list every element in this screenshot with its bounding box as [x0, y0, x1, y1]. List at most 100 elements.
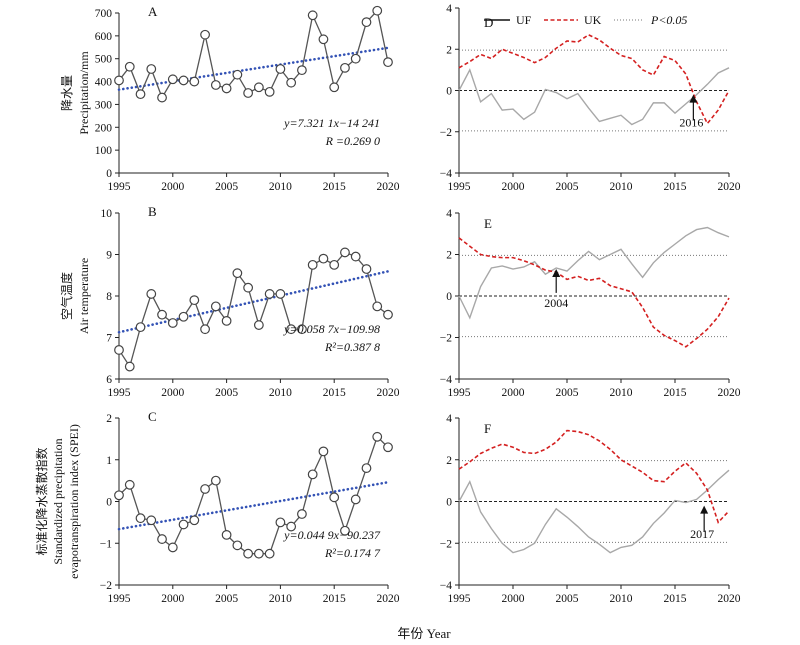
- y-axis-label-en: evapotranspiration index (SPEI): [67, 424, 81, 579]
- data-point: [167, 74, 178, 85]
- data-point: [200, 29, 210, 40]
- panel-e: 1995 2000 2005 2010 2015 2020 −4 −2 0 2 4 E 2004: [440, 208, 741, 399]
- data-point: [189, 515, 200, 526]
- x-tick-label: 2005: [215, 387, 238, 399]
- x-tick-label: 2020: [718, 387, 741, 399]
- y-tick-label: 0: [106, 497, 112, 509]
- x-tick-label: 2010: [269, 387, 292, 399]
- y-tick-label: −2: [440, 333, 452, 345]
- trend-line: [117, 46, 390, 91]
- data-point: [372, 301, 383, 312]
- data-point: [383, 309, 393, 320]
- data-point: [114, 75, 124, 86]
- data-point: [286, 77, 297, 88]
- common-x-label: 年份 Year: [397, 626, 451, 641]
- y-tick-label: −4: [440, 374, 452, 386]
- y-tick-label: −2: [440, 538, 452, 550]
- data-point: [243, 88, 254, 98]
- data-point: [210, 475, 221, 486]
- x-tick-label: 2020: [377, 181, 400, 193]
- y-tick-label: −2: [100, 580, 112, 592]
- data-point: [275, 64, 286, 74]
- data-point: [243, 282, 254, 293]
- x-tick-label: 2015: [323, 593, 346, 605]
- panel-letter: B: [148, 204, 157, 219]
- data-point: [340, 525, 350, 536]
- x-tick-label: 1995: [448, 387, 471, 399]
- data-point: [135, 513, 146, 524]
- annotation-year: 2004: [544, 296, 568, 310]
- y-tick-label: −4: [440, 168, 452, 180]
- panel-letter: E: [484, 216, 492, 231]
- data-point: [146, 64, 157, 74]
- data-point: [318, 34, 329, 45]
- data-point: [124, 479, 135, 490]
- x-tick-label: 2005: [215, 593, 238, 605]
- x-tick-label: 2005: [556, 181, 579, 193]
- x-tick-label: 2000: [502, 181, 525, 193]
- x-tick-label: 2005: [556, 593, 579, 605]
- data-point: [350, 53, 361, 64]
- data-point: [253, 82, 264, 93]
- regression-equation: y=0.058 7x−109.98: [283, 322, 380, 336]
- y-tick-label: 200: [95, 122, 113, 134]
- data-point: [318, 253, 329, 264]
- data-point: [157, 309, 167, 320]
- y-tick-label: 0: [106, 168, 112, 180]
- x-tick-label: 2020: [718, 593, 741, 605]
- data-point: [383, 57, 393, 68]
- data-point: [146, 289, 157, 299]
- annotation-year: 2016: [679, 115, 703, 129]
- x-tick-label: 1995: [108, 593, 131, 605]
- panel-f: 1995 2000 2005 2010 2015 2020 −4 −2 0 2 4 F 2017: [440, 413, 741, 605]
- data-point: [221, 83, 232, 94]
- y-tick-label: 1: [106, 455, 112, 467]
- annotation-arrow-head: [700, 505, 709, 514]
- y-axis-label-en: Air temperature: [77, 258, 91, 334]
- x-tick-label: 2005: [215, 181, 238, 193]
- y-tick-label: 2: [106, 413, 112, 425]
- data-point: [157, 92, 167, 103]
- x-tick-label: 2000: [161, 387, 184, 399]
- annotation-year: 2017: [690, 527, 714, 541]
- y-tick-label: −4: [440, 580, 452, 592]
- x-tick-label: 2010: [610, 593, 633, 605]
- data-point: [221, 316, 232, 326]
- regression-equation: y=0.044 9x−90.237: [283, 528, 381, 542]
- x-tick-label: 2010: [269, 181, 292, 193]
- data-point: [329, 492, 340, 503]
- uf-series-line: [458, 469, 730, 554]
- data-point: [329, 82, 340, 93]
- annotation-arrow-head: [552, 269, 561, 278]
- x-tick-label: 2010: [610, 387, 633, 399]
- panel-d: 1995 2000 2005 2010 2015 2020 −4 −2 0 2 4 D 2016 UF UK…: [440, 3, 741, 193]
- data-point: [307, 469, 318, 480]
- data-point: [307, 259, 318, 270]
- x-tick-label: 2020: [377, 387, 400, 399]
- y-tick-label: 4: [446, 413, 452, 425]
- annotation-arrow-head: [689, 94, 698, 103]
- data-point: [200, 484, 210, 494]
- x-tick-label: 1995: [108, 387, 131, 399]
- x-tick-label: 2010: [610, 181, 633, 193]
- y-tick-label: 600: [95, 31, 113, 43]
- data-point: [167, 318, 178, 328]
- data-point: [361, 17, 372, 28]
- x-tick-label: 2000: [502, 387, 525, 399]
- trend-line: [117, 480, 390, 531]
- data-point: [124, 361, 135, 372]
- y-tick-label: −2: [440, 127, 452, 139]
- x-tick-label: 1995: [448, 181, 471, 193]
- x-tick-label: 2015: [664, 387, 687, 399]
- data-point: [350, 251, 361, 262]
- panel-c: 1995 2000 2005 2010 2015 2020 −2 −1 0 1 2 C 标准化降水蒸散指…: [34, 409, 400, 605]
- data-point: [189, 76, 200, 87]
- legend-p-label: P<0.05: [650, 13, 687, 27]
- data-point: [232, 268, 243, 279]
- y-tick-label: 7: [106, 333, 112, 345]
- data-point: [264, 86, 275, 97]
- y-tick-label: 9: [106, 250, 112, 262]
- x-tick-label: 2010: [269, 593, 292, 605]
- y-tick-label: 2: [446, 44, 452, 56]
- data-point: [372, 431, 383, 442]
